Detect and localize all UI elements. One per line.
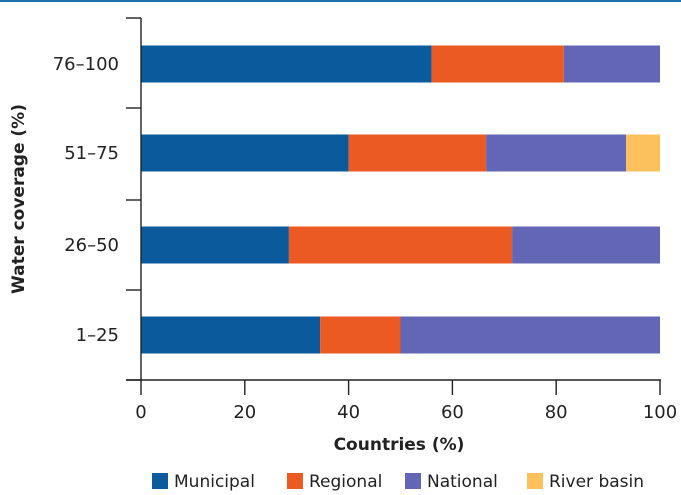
y-axis-title: Water coverage (%)	[9, 104, 29, 294]
axes-group: 76–100 51–75 26–50 1–25 0 20 40 60 80 100	[53, 17, 677, 423]
bar-national-3	[400, 316, 660, 354]
bar-regional-1	[348, 134, 487, 172]
y-tick-label-3: 1–25	[76, 325, 119, 346]
bar-municipal-0	[141, 45, 432, 83]
legend-label-river-basin: River basin	[549, 472, 644, 492]
bar-municipal-1	[141, 134, 349, 172]
bar-municipal-3	[141, 316, 321, 354]
x-tick-label-1: 20	[233, 402, 256, 423]
y-tick-label-1: 51–75	[64, 143, 119, 164]
top-rule	[0, 0, 681, 2]
bar-municipal-2	[141, 226, 289, 264]
legend-swatch-regional	[287, 473, 303, 489]
legend-swatch-river-basin	[527, 473, 543, 489]
bars-group	[141, 45, 660, 354]
y-tick-label-2: 26–50	[64, 235, 119, 256]
bar-regional-0	[431, 45, 564, 83]
bar-river-basin-1	[626, 134, 660, 172]
bar-national-2	[512, 226, 660, 264]
legend-swatch-municipal	[152, 473, 168, 489]
bar-national-0	[564, 45, 660, 83]
x-tick-label-4: 80	[545, 402, 568, 423]
x-tick-label-2: 40	[337, 402, 360, 423]
x-tick-label-5: 100	[643, 402, 677, 423]
legend-label-national: National	[427, 472, 498, 492]
y-tick-label-0: 76–100	[53, 54, 119, 75]
legend-swatch-national	[405, 473, 421, 489]
x-axis-title: Countries (%)	[334, 435, 465, 455]
bar-national-1	[486, 134, 627, 172]
legend-label-regional: Regional	[309, 472, 382, 492]
x-tick-label-0: 0	[135, 402, 146, 423]
bar-regional-3	[320, 316, 401, 354]
bar-regional-2	[288, 226, 513, 264]
x-tick-label-3: 60	[441, 402, 464, 423]
legend: Municipal Regional National River basin	[152, 472, 644, 492]
legend-label-municipal: Municipal	[174, 472, 255, 492]
